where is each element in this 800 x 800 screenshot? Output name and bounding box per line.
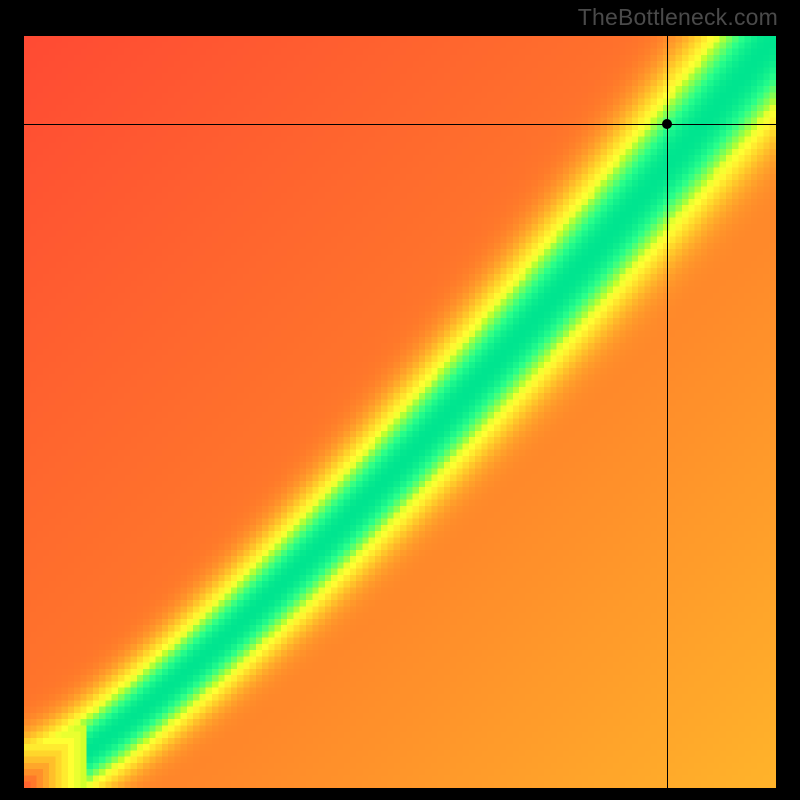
heatmap-plot (24, 36, 776, 788)
watermark-text: TheBottleneck.com (578, 4, 778, 31)
heatmap-canvas (24, 36, 776, 788)
